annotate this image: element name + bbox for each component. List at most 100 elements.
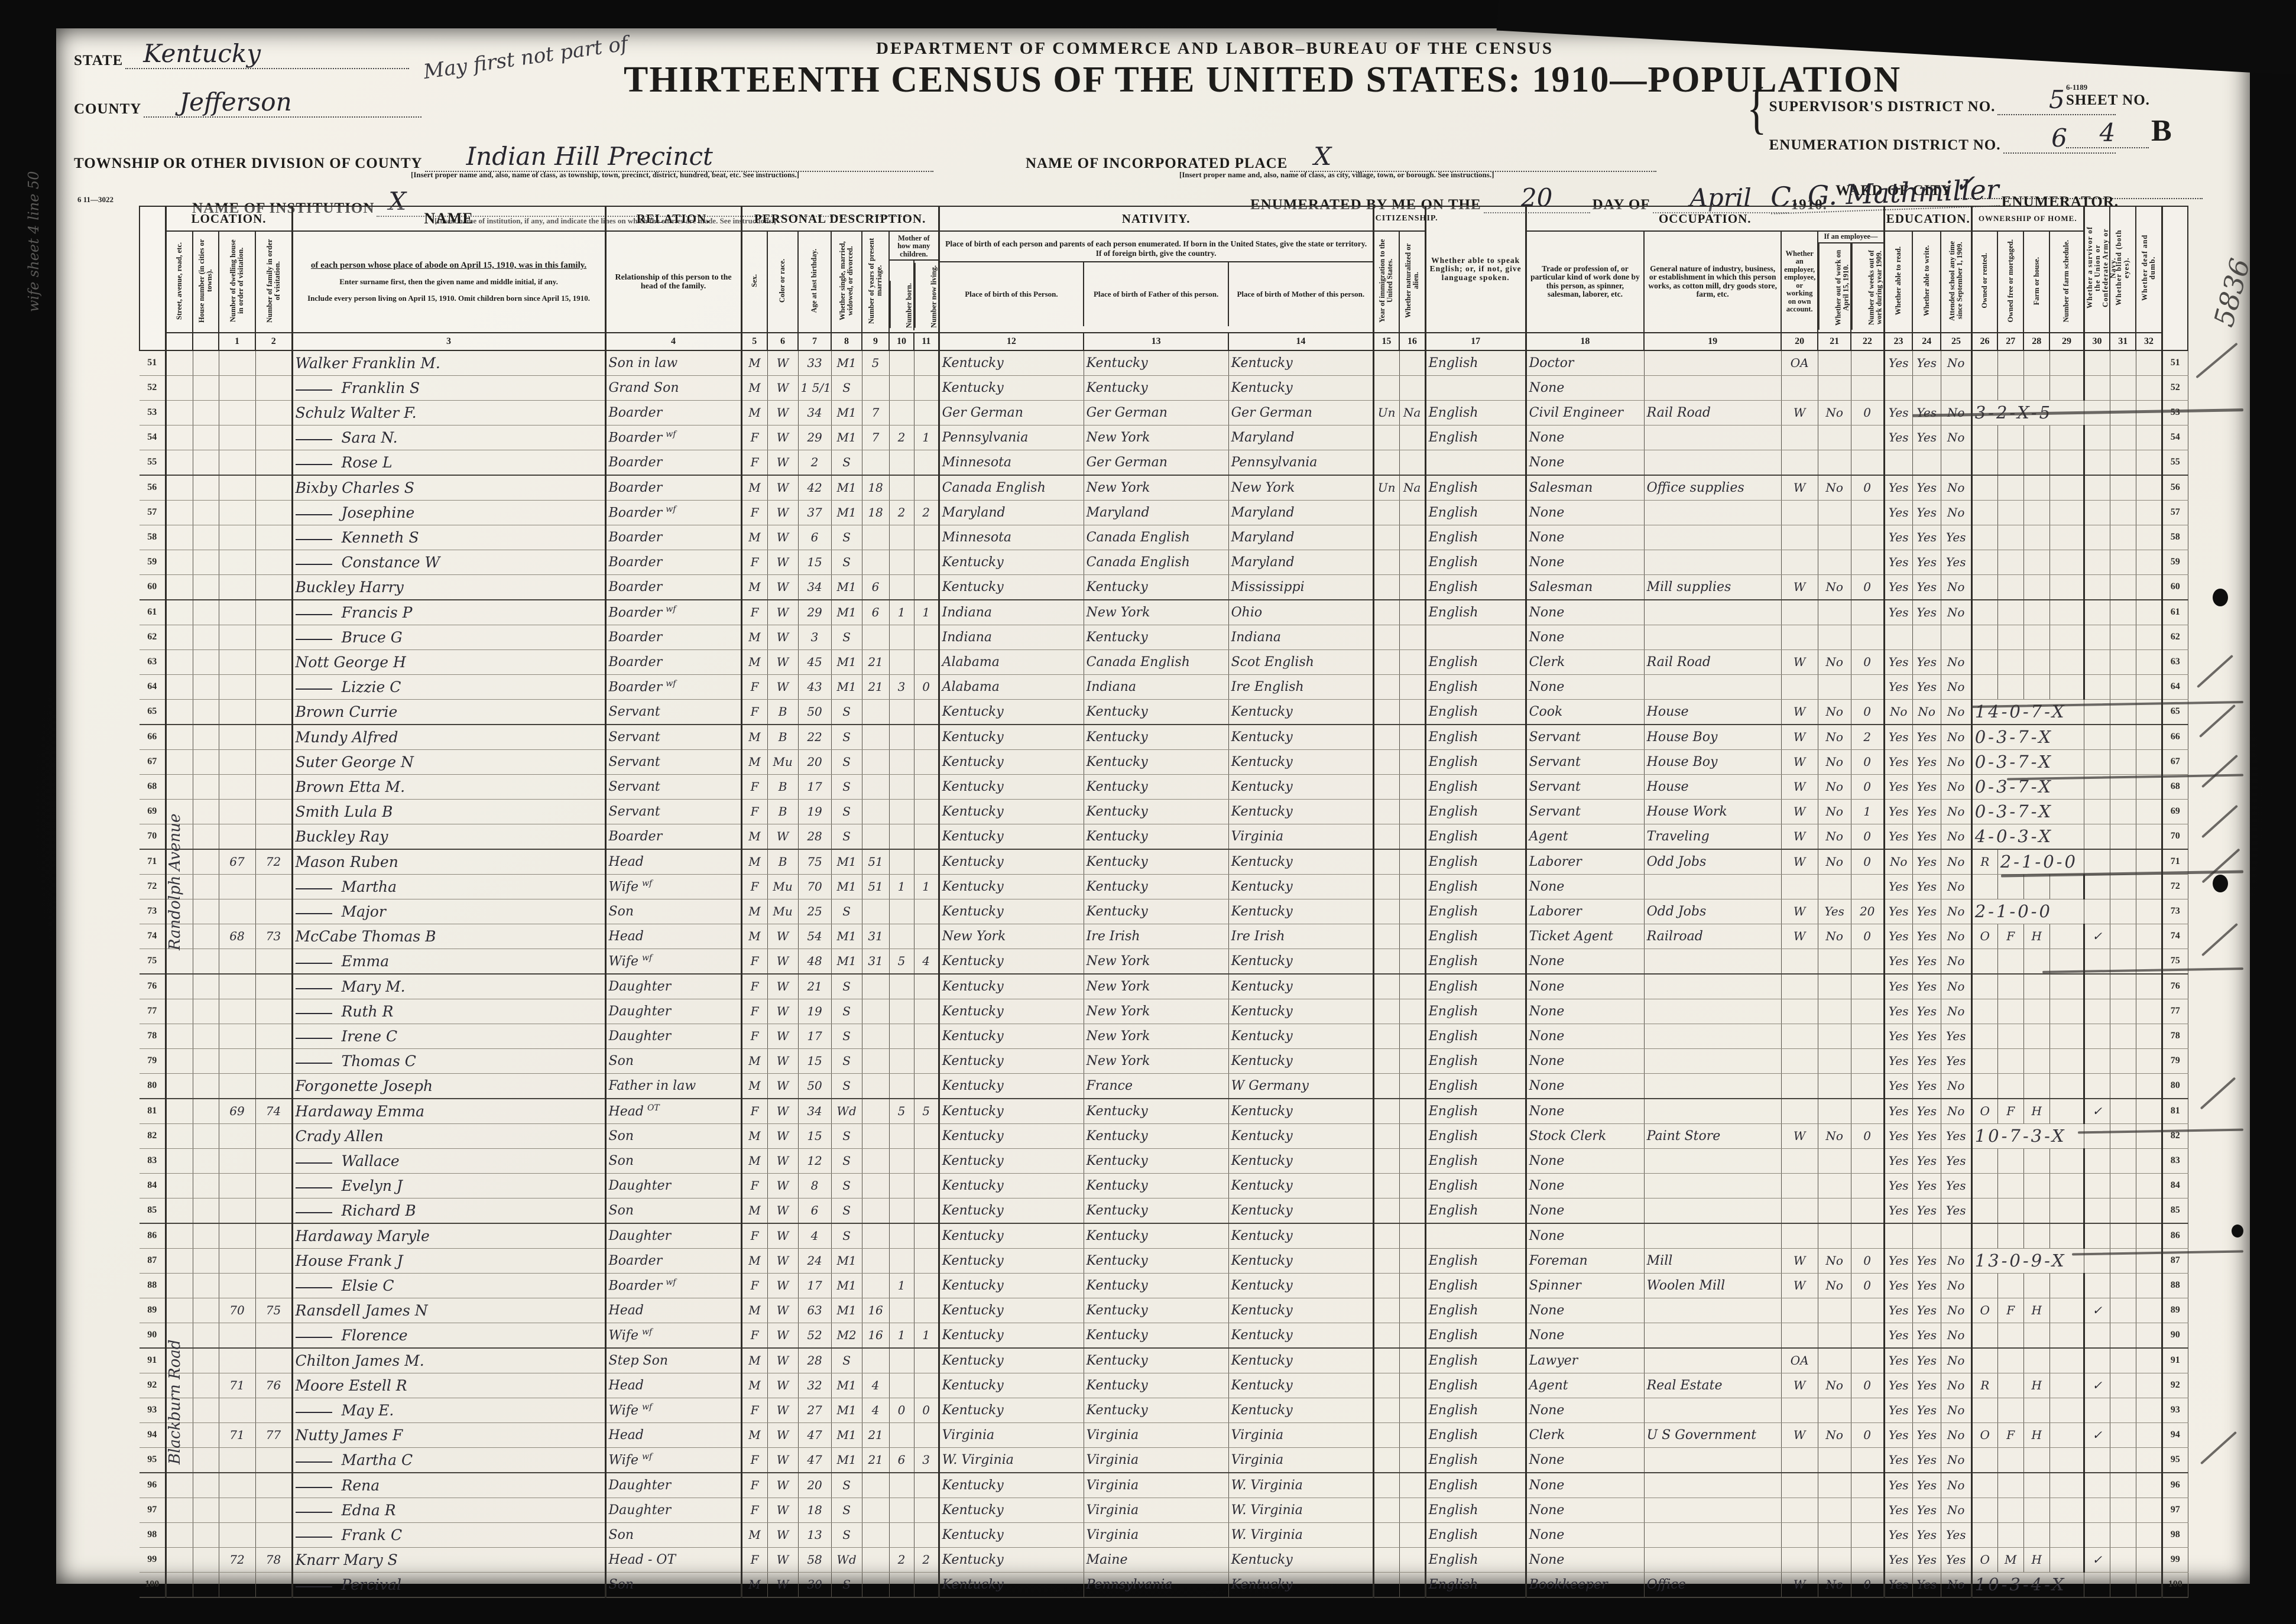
census-cell: 2-1-0-0 xyxy=(1997,849,2084,875)
census-cell: Yes xyxy=(1884,1547,1913,1573)
table-row: 66 Mundy Alfred Servant M B 22 S Kentucky Kentuc… xyxy=(140,724,2188,750)
state-field: State Kentucky xyxy=(74,39,410,69)
census-cell: W xyxy=(767,1273,799,1298)
census-cell: English xyxy=(1425,1347,1527,1373)
census-cell xyxy=(219,999,256,1024)
census-cell: F xyxy=(741,1498,768,1523)
ditto-mark xyxy=(295,1586,332,1587)
census-cell xyxy=(2023,874,2050,899)
census-cell xyxy=(193,1323,219,1349)
census-cell xyxy=(1941,625,1973,650)
census-cell xyxy=(166,1347,193,1373)
line-col-header xyxy=(139,206,167,351)
census-cell: Salesman xyxy=(1526,475,1645,501)
census-cell xyxy=(255,425,293,450)
census-cell: Yes xyxy=(1912,1373,1941,1398)
census-cell xyxy=(1971,625,1998,650)
census-cell: No xyxy=(1941,899,1973,924)
census-cell xyxy=(889,574,914,600)
census-cell xyxy=(1997,1373,2024,1398)
census-cell xyxy=(1851,625,1885,650)
census-cell xyxy=(1997,649,2024,675)
census-cell xyxy=(1399,1123,1426,1149)
census-cell xyxy=(1373,525,1400,550)
census-cell: W xyxy=(767,824,799,850)
ditto-mark xyxy=(295,888,332,889)
census-cell: Yes xyxy=(1884,1073,1913,1099)
census-cell: 18 xyxy=(862,500,890,525)
census-cell: Yes xyxy=(1884,1173,1913,1198)
census-cell: 89 xyxy=(2162,1298,2188,1323)
census-cell xyxy=(1399,1422,1426,1448)
census-cell: 97 xyxy=(2162,1498,2188,1523)
census-cell xyxy=(1818,999,1851,1024)
census-cell: Kentucky xyxy=(1228,1572,1374,1598)
census-cell: S xyxy=(831,899,862,924)
census-cell xyxy=(1781,999,1818,1024)
census-cell: Daughter xyxy=(605,1498,742,1523)
census-cell xyxy=(1851,1472,1885,1498)
census-cell: Kenneth S xyxy=(292,525,607,550)
pencil-check xyxy=(2201,804,2239,839)
census-cell: Kentucky xyxy=(1084,574,1229,600)
census-cell: Kentucky xyxy=(939,550,1084,575)
census-cell: W xyxy=(767,475,799,501)
census-cell: W xyxy=(767,1522,799,1548)
census-cell xyxy=(1912,450,1941,476)
census-cell xyxy=(1373,699,1400,725)
census-cell xyxy=(2136,824,2163,850)
census-cell: W. Virginia xyxy=(1228,1498,1374,1523)
table-row: 79 Thomas C Son M W 15 S Kentucky New York Kentuc… xyxy=(140,1048,2188,1074)
census-cell xyxy=(862,1223,890,1249)
census-cell xyxy=(2110,574,2136,600)
col-employee-header: If an employee— Whether out of work on Ap… xyxy=(1817,230,1885,333)
ditto-mark xyxy=(295,988,332,989)
census-cell xyxy=(1373,724,1400,750)
census-cell: F xyxy=(1997,1298,2024,1323)
census-cell: Yes xyxy=(1884,649,1913,675)
census-cell: Boarder wf xyxy=(605,425,742,450)
col-sex-header: Sex. xyxy=(741,230,768,333)
census-cell: House xyxy=(1644,699,1782,725)
col-immigration-header: Year of immigration to the United States… xyxy=(1373,230,1400,333)
census-cell: 90 xyxy=(140,1323,167,1349)
table-row: 65 Brown Currie Servant F B 50 S Kentucky Kentuc… xyxy=(140,699,2188,725)
census-cell: Odd Jobs xyxy=(1644,849,1782,875)
census-cell xyxy=(1971,674,1998,700)
census-cell xyxy=(1997,1273,2024,1298)
census-cell xyxy=(1884,625,1913,650)
census-cell: M xyxy=(741,1248,768,1274)
census-cell: S xyxy=(831,774,862,800)
table-row: 92 71 76 Moore Estell R Head M W 32 M1 4 Kentucky K… xyxy=(140,1373,2188,1398)
census-cell: Daughter xyxy=(605,1024,742,1049)
census-cell: English xyxy=(1425,350,1527,376)
census-cell: Yes xyxy=(1912,1347,1941,1373)
census-cell: W xyxy=(767,924,799,949)
census-cell: No xyxy=(1818,574,1851,600)
census-cell: English xyxy=(1425,400,1527,426)
census-cell xyxy=(166,550,193,575)
census-cell: Lawyer xyxy=(1526,1347,1645,1373)
census-cell: W xyxy=(1781,749,1818,775)
census-cell xyxy=(2110,999,2136,1024)
census-cell: W xyxy=(767,400,799,426)
census-cell: English xyxy=(1425,550,1527,575)
census-cell xyxy=(1851,1098,1885,1124)
census-cell: 22 xyxy=(798,724,832,750)
census-cell: Yes xyxy=(1912,1248,1941,1274)
census-cell xyxy=(2136,550,2163,575)
census-cell: W xyxy=(767,1472,799,1498)
census-cell xyxy=(1971,1347,1998,1373)
census-cell xyxy=(1818,500,1851,525)
census-cell xyxy=(862,699,890,725)
census-cell: Kentucky xyxy=(939,1472,1084,1498)
census-cell xyxy=(862,525,890,550)
census-cell xyxy=(1997,973,2024,999)
census-cell: Kentucky xyxy=(1228,375,1374,401)
census-cell xyxy=(1781,973,1818,999)
census-cell xyxy=(2110,649,2136,675)
census-cell: S xyxy=(831,1048,862,1074)
census-cell xyxy=(2110,450,2136,476)
census-cell xyxy=(219,1223,256,1249)
census-cell xyxy=(1851,525,1885,550)
